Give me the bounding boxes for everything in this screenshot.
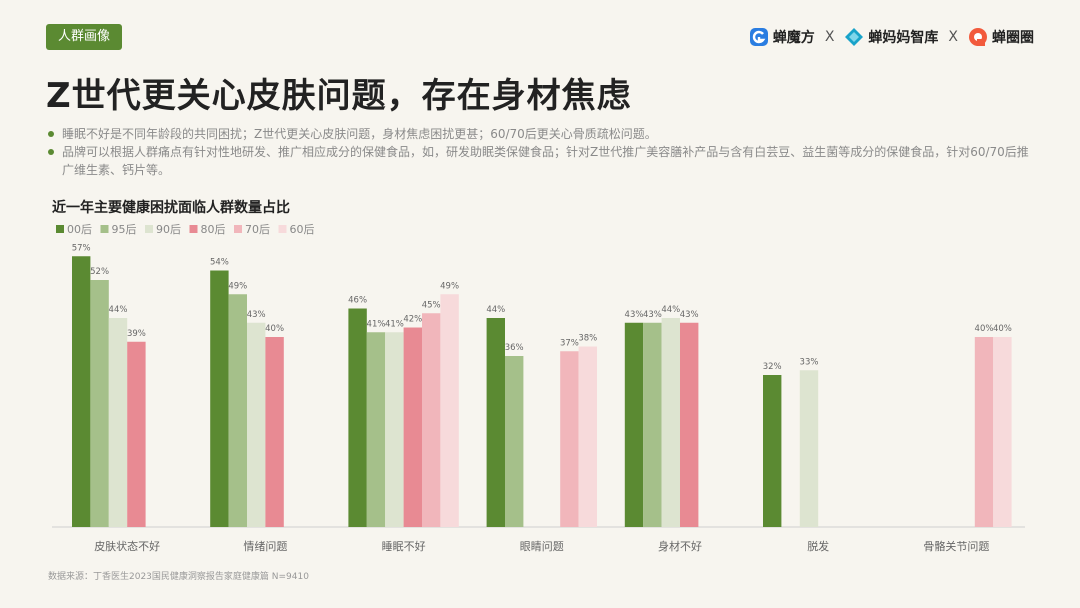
bar-value-label: 46% bbox=[348, 296, 367, 306]
bar-value-label: 49% bbox=[440, 281, 459, 291]
bar-value-label: 43% bbox=[643, 310, 662, 320]
logo-chanmama: 蝉妈妈智库 bbox=[844, 27, 938, 47]
chanmofang-logo-icon bbox=[749, 28, 768, 46]
bar bbox=[661, 318, 680, 527]
bar bbox=[799, 370, 819, 527]
legend-label: 70后 bbox=[245, 223, 270, 236]
bar bbox=[90, 280, 109, 527]
legend-swatch bbox=[100, 225, 109, 233]
bar-value-label: 32% bbox=[763, 362, 782, 372]
legend-swatch bbox=[278, 225, 287, 233]
legend-swatch bbox=[56, 225, 64, 233]
chart-title: 近一年主要健康困扰面临人群数量占比 bbox=[52, 200, 290, 216]
bar bbox=[247, 322, 266, 527]
bullet-item: 品牌可以根据人群痛点有针对性地研发、推广相应成分的保健食品，如，研发助眠类保健食… bbox=[48, 143, 1038, 179]
logo-chanmama-text: 蝉妈妈智库 bbox=[868, 30, 939, 46]
x-tick-label: 眼睛问题 bbox=[520, 540, 564, 553]
brand-logos: 蝉魔方 X 蝉妈妈智库 X 蝉圈圈 bbox=[749, 24, 1034, 50]
x-tick-label: 情绪问题 bbox=[243, 539, 287, 553]
bar bbox=[486, 318, 505, 527]
bar-value-label: 43% bbox=[680, 310, 699, 320]
bar-value-label: 43% bbox=[625, 310, 644, 320]
legend-label: 00后 bbox=[67, 223, 92, 236]
legend-label: 80后 bbox=[201, 223, 226, 236]
bar bbox=[210, 270, 229, 527]
legend-label: 90后 bbox=[156, 223, 181, 236]
legend-label: 60后 bbox=[290, 223, 315, 236]
bar bbox=[403, 327, 422, 527]
legend-swatch bbox=[145, 225, 153, 233]
bar-value-label: 57% bbox=[72, 243, 91, 253]
bar bbox=[993, 337, 1012, 527]
bar-value-label: 44% bbox=[661, 305, 680, 315]
legend-label: 95后 bbox=[112, 223, 137, 236]
bar bbox=[72, 256, 91, 527]
bar-value-label: 49% bbox=[228, 281, 247, 291]
bar bbox=[366, 332, 386, 527]
x-tick-label: 身材不好 bbox=[658, 539, 702, 553]
bar-value-label: 44% bbox=[109, 305, 128, 315]
data-source: 数据来源：丁香医生2023国民健康洞察报告家庭健康篇 N=9410 bbox=[48, 572, 309, 582]
bar-value-label: 54% bbox=[210, 258, 229, 268]
bar-value-label: 43% bbox=[247, 310, 266, 320]
bar-value-label: 39% bbox=[127, 329, 146, 339]
bar bbox=[348, 308, 367, 527]
bar-value-label: 40% bbox=[265, 324, 284, 334]
x-tick-label: 睡眠不好 bbox=[382, 539, 426, 553]
bar bbox=[974, 337, 994, 527]
bar-value-label: 44% bbox=[486, 305, 505, 315]
bar bbox=[127, 341, 146, 527]
bullet-text: 睡眠不好是不同年龄段的共同困扰；Z世代更关心皮肤问题，身材焦虑困扰更甚；60/7… bbox=[62, 127, 657, 141]
bar bbox=[578, 346, 597, 527]
bullet-item: 睡眠不好是不同年龄段的共同困扰；Z世代更关心皮肤问题，身材焦虑困扰更甚；60/7… bbox=[48, 125, 1038, 143]
section-tag: 人群画像 bbox=[46, 24, 123, 50]
bullet-dot-icon bbox=[48, 149, 54, 155]
legend-swatch bbox=[189, 225, 198, 233]
bar bbox=[385, 332, 404, 527]
bullet-text: 品牌可以根据人群痛点有针对性地研发、推广相应成分的保健食品，如，研发助眠类保健食… bbox=[62, 145, 1029, 177]
x-tick-label: 骨骼关节问题 bbox=[923, 539, 989, 553]
bar bbox=[440, 294, 459, 527]
bar-value-label: 38% bbox=[578, 334, 597, 344]
chanquanquan-logo-icon bbox=[969, 28, 987, 46]
bar-value-label: 41% bbox=[367, 319, 386, 329]
bar bbox=[680, 322, 699, 527]
logo-chanquanquan: 蝉圈圈 bbox=[968, 27, 1034, 47]
bar bbox=[265, 337, 284, 527]
logo-chanmofang-text: 蝉魔方 bbox=[772, 30, 815, 46]
chanmama-logo-icon bbox=[845, 28, 864, 46]
bar bbox=[560, 351, 579, 527]
bullet-dot-icon bbox=[48, 131, 54, 137]
bar bbox=[643, 322, 662, 527]
x-tick-label: 脱发 bbox=[807, 539, 829, 553]
bar bbox=[228, 294, 247, 527]
bar-value-label: 45% bbox=[422, 300, 441, 310]
bar-value-label: 40% bbox=[993, 324, 1012, 334]
page-title: Z世代更关心皮肤问题，存在身材焦虑 bbox=[46, 76, 632, 116]
logo-chanquanquan-text: 蝉圈圈 bbox=[992, 30, 1034, 46]
logo-chanmofang: 蝉魔方 bbox=[749, 27, 815, 47]
bar-value-label: 40% bbox=[975, 324, 994, 334]
bar-value-label: 41% bbox=[385, 319, 404, 329]
bar-value-label: 36% bbox=[505, 343, 524, 353]
legend-swatch bbox=[234, 225, 242, 233]
bar-value-label: 42% bbox=[403, 315, 422, 325]
bar bbox=[505, 356, 524, 527]
logo-separator: X bbox=[824, 29, 835, 45]
insight-bullets: 睡眠不好是不同年龄段的共同困扰；Z世代更关心皮肤问题，身材焦虑困扰更甚；60/7… bbox=[48, 125, 1038, 179]
bar bbox=[422, 313, 441, 527]
bar-value-label: 37% bbox=[560, 338, 579, 348]
bar-value-label: 52% bbox=[90, 267, 109, 277]
bar bbox=[763, 375, 782, 527]
bar-value-label: 33% bbox=[800, 357, 819, 367]
x-tick-label: 皮肤状态不好 bbox=[94, 539, 160, 553]
bar bbox=[624, 322, 644, 527]
bar bbox=[108, 318, 128, 527]
logo-separator: X bbox=[948, 29, 958, 45]
